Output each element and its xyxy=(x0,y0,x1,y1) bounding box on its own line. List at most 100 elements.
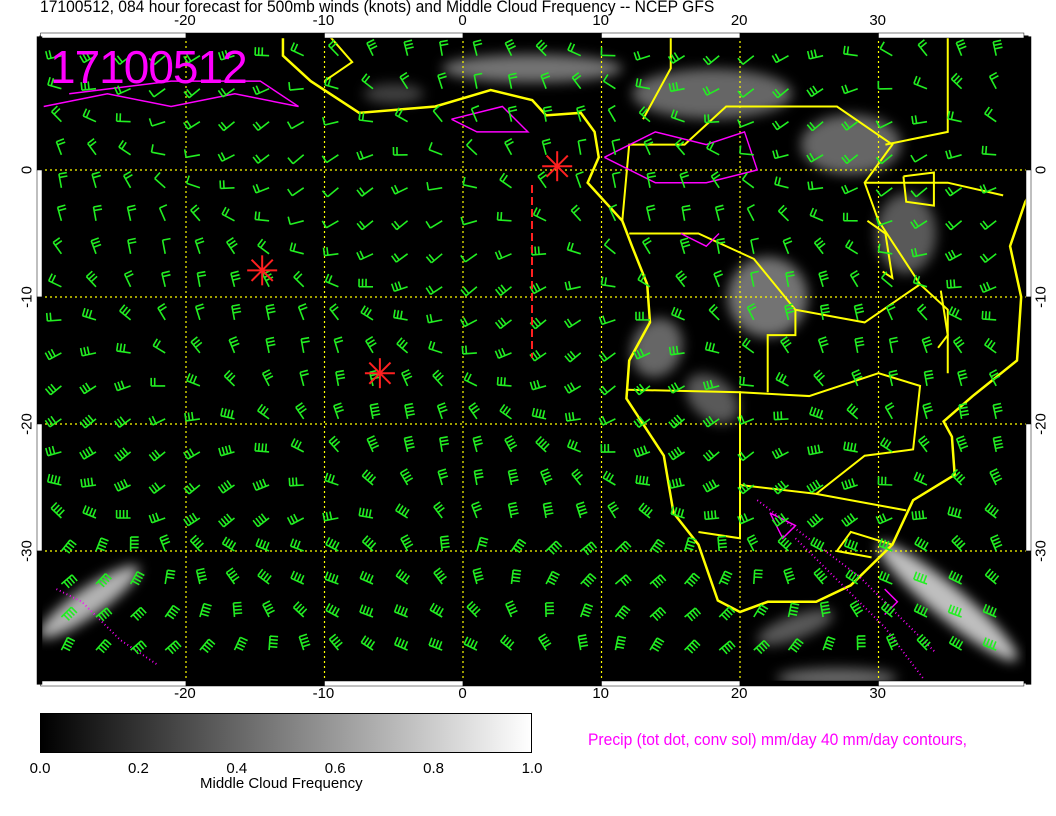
wind-barb xyxy=(840,184,859,195)
star-marker xyxy=(247,255,278,286)
wind-barb xyxy=(115,510,131,519)
cloud-frequency-layer xyxy=(40,54,1018,683)
wind-barb xyxy=(361,469,377,486)
wind-barb xyxy=(130,606,147,621)
wind-barb xyxy=(257,568,272,585)
wind-barb xyxy=(123,270,134,288)
wind-barb xyxy=(880,271,893,288)
wind-barb xyxy=(571,72,582,90)
wind-barb xyxy=(608,203,618,222)
wind-barb xyxy=(675,270,688,288)
wind-barb xyxy=(577,634,589,651)
wind-barb xyxy=(287,154,305,165)
wind-barb xyxy=(702,55,720,66)
wind-barb xyxy=(476,536,489,552)
wind-barb xyxy=(535,39,548,57)
wind-barb xyxy=(714,204,725,222)
wind-barb xyxy=(813,237,826,255)
wind-barb xyxy=(854,336,865,354)
wind-barb xyxy=(328,633,343,651)
wind-barb xyxy=(46,473,62,486)
wind-barb xyxy=(286,121,305,130)
wind-barb xyxy=(113,416,132,428)
wind-barb xyxy=(947,604,962,618)
wind-barb xyxy=(529,282,547,295)
wind-barb xyxy=(321,220,339,229)
wind-barb xyxy=(79,382,97,395)
wind-barb xyxy=(252,121,270,132)
wind-barb xyxy=(841,513,859,527)
wind-barb xyxy=(541,138,552,156)
frame-segment xyxy=(36,423,43,552)
wind-barb xyxy=(948,306,962,321)
wind-barb xyxy=(674,138,686,156)
wind-barb xyxy=(81,307,97,321)
wind-barb xyxy=(649,538,665,554)
wind-barb xyxy=(473,72,483,89)
wind-barb xyxy=(393,636,409,651)
wind-barb xyxy=(718,606,736,621)
cloud-patch xyxy=(363,83,424,104)
wind-barb xyxy=(463,372,478,387)
wind-barb xyxy=(299,369,309,387)
wind-barb xyxy=(300,336,310,354)
wind-barb xyxy=(532,207,547,222)
wind-barb xyxy=(361,535,377,552)
wind-barb xyxy=(649,574,667,589)
wind-barb xyxy=(60,539,77,554)
precip-contours xyxy=(43,80,937,679)
cloud-patch xyxy=(442,54,623,83)
country-border xyxy=(766,309,797,393)
date-stamp: 17100512 xyxy=(50,41,248,93)
wind-barb xyxy=(44,383,62,396)
wind-barb xyxy=(667,52,686,64)
wind-barb xyxy=(437,468,449,486)
wind-barb xyxy=(877,80,893,90)
wind-barb xyxy=(164,604,181,620)
wind-barb xyxy=(471,501,483,519)
wind-barb xyxy=(439,436,450,453)
wind-barb xyxy=(148,482,166,494)
wind-barb xyxy=(290,570,305,585)
wind-barb xyxy=(784,303,795,321)
wind-barb xyxy=(718,640,736,655)
lat-tick-right: -30 xyxy=(1032,540,1050,562)
wind-barb xyxy=(231,303,242,321)
wind-barb xyxy=(393,309,408,321)
wind-barb xyxy=(360,305,374,321)
colorbar-tick: 0.2 xyxy=(127,760,149,777)
wind-barb xyxy=(194,303,205,321)
wind-barb xyxy=(129,536,139,552)
wind-barb xyxy=(463,636,478,651)
wind-barb xyxy=(750,270,759,287)
wind-barb xyxy=(879,437,893,453)
wind-barb xyxy=(849,600,864,618)
wind-barb xyxy=(753,604,769,618)
wind-barb xyxy=(706,140,720,156)
wind-barb xyxy=(321,187,339,198)
wind-barb xyxy=(575,171,584,189)
wind-barb xyxy=(439,535,450,552)
wind-barb xyxy=(426,314,443,324)
frame-segment xyxy=(1025,423,1032,552)
star-marker xyxy=(542,151,573,182)
wind-barb xyxy=(602,470,616,486)
wind-barb xyxy=(426,181,443,191)
lon-tick-top: 0 xyxy=(458,12,467,29)
frame-segment xyxy=(36,36,43,171)
wind-barb xyxy=(328,435,341,453)
wind-barb xyxy=(118,139,132,156)
wind-barb xyxy=(290,438,305,453)
wind-barb xyxy=(888,336,899,354)
wind-barb xyxy=(189,534,204,552)
wind-barb xyxy=(368,369,380,387)
wind-barb xyxy=(114,447,132,462)
wind-barb xyxy=(460,286,478,297)
wind-barb xyxy=(333,336,344,354)
wind-barb xyxy=(113,85,131,96)
wind-barb xyxy=(95,573,112,588)
wind-barb xyxy=(218,444,235,457)
wind-barb xyxy=(359,604,374,618)
wind-barb xyxy=(220,407,235,420)
wind-barb xyxy=(944,186,963,197)
